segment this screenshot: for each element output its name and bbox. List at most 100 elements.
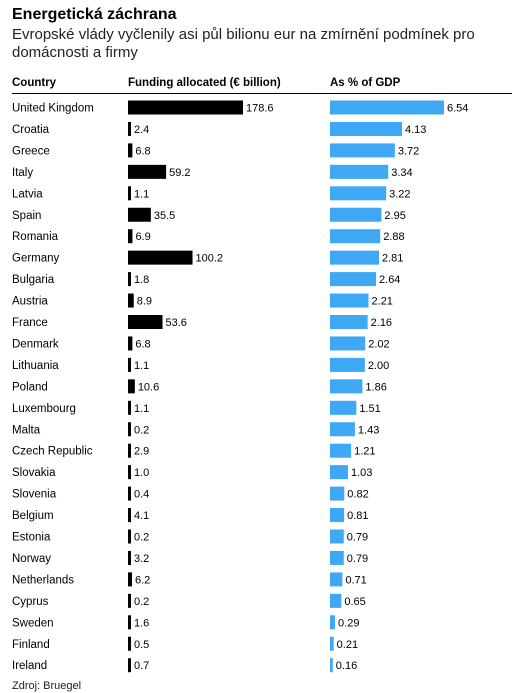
funding-value-label: 10.6 [138,381,159,393]
gdp-bar [330,272,377,287]
country-label: Bulgaria [12,274,55,286]
funding-bar [128,593,131,608]
funding-value-label: 8.9 [137,296,152,308]
funding-value-label: 1.1 [134,403,149,415]
gdp-bar [330,572,343,587]
gdp-bar [330,443,352,458]
country-label: Denmark [12,338,59,350]
country-label: United Kingdom [12,103,94,115]
gdp-value-label: 0.16 [336,660,357,672]
chart-subtitle: Evropské vlády vyčlenily asi půl bilionu… [12,26,475,61]
funding-value-label: 59.2 [169,167,190,179]
country-label: Italy [12,167,33,179]
column-header-gdp: As % of GDP [330,77,401,89]
gdp-value-label: 2.95 [384,210,405,222]
column-header-funding: Funding allocated (€ billion) [128,77,281,89]
gdp-value-label: 2.21 [372,296,393,308]
gdp-bar [330,422,355,437]
gdp-bar [330,164,389,179]
gdp-value-label: 1.86 [365,381,386,393]
funding-bar [128,250,193,265]
gdp-value-label: 1.43 [358,424,379,436]
country-label: Cyprus [12,596,49,608]
country-label: Lithuania [12,360,59,372]
funding-value-label: 0.4 [134,489,149,501]
funding-bar [128,357,131,372]
country-label: Finland [12,639,50,651]
funding-bar [128,529,131,544]
funding-bar [128,229,133,244]
country-label: Luxembourg [12,403,76,415]
country-label: Romania [12,231,59,243]
gdp-bar [330,615,336,630]
funding-value-label: 6.8 [135,338,150,350]
gdp-value-label: 0.79 [347,532,368,544]
gdp-bar [330,465,348,480]
gdp-bar [330,250,379,265]
funding-value-label: 1.8 [134,274,149,286]
gdp-value-label: 4.13 [405,124,426,136]
country-label: Croatia [12,124,50,136]
funding-value-label: 0.2 [134,596,149,608]
gdp-bar [330,529,344,544]
gdp-value-label: 2.02 [368,338,389,350]
funding-bar [128,422,131,437]
funding-bar [128,615,131,630]
funding-value-label: 1.6 [134,617,149,629]
funding-value-label: 0.5 [134,639,149,651]
funding-bar [128,186,131,201]
funding-value-label: 0.7 [134,660,149,672]
gdp-bar [330,336,366,351]
funding-value-label: 1.1 [134,188,149,200]
country-label: Austria [12,296,48,308]
funding-bar [128,293,134,308]
gdp-bar [330,357,365,372]
funding-bar [128,272,131,287]
funding-value-label: 0.2 [134,532,149,544]
gdp-bar [330,593,342,608]
gdp-bar [330,550,344,565]
funding-value-label: 6.8 [135,145,150,157]
gdp-value-label: 3.72 [398,145,419,157]
funding-value-label: 3.2 [134,553,149,565]
funding-value-label: 35.5 [154,210,175,222]
chart-title: Energetická záchrana [12,6,177,23]
funding-bar [128,658,131,673]
gdp-bar [330,229,381,244]
country-label: France [12,317,48,329]
gdp-bar [330,293,369,308]
header-rule [12,93,512,94]
funding-bar [128,379,135,394]
country-label: Czech Republic [12,446,93,458]
country-label: Malta [12,424,41,436]
gdp-bar [330,100,444,115]
gdp-value-label: 0.21 [337,639,358,651]
funding-bar [128,207,151,222]
country-label: Ireland [12,660,47,672]
country-label: Poland [12,381,48,393]
funding-bar [128,143,133,158]
country-label: Netherlands [12,574,74,586]
gdp-bar [330,186,387,201]
country-label: Germany [12,253,60,265]
gdp-bar [330,508,345,523]
gdp-value-label: 3.22 [389,188,410,200]
gdp-bar [330,315,368,329]
gdp-bar [330,143,395,158]
gdp-value-label: 1.51 [359,403,380,415]
funding-bar [128,100,243,115]
gdp-value-label: 0.65 [344,596,365,608]
gdp-bar [330,486,345,501]
gdp-bar [330,658,333,673]
funding-value-label: 4.1 [134,510,149,522]
country-label: Spain [12,210,41,222]
funding-value-label: 6.9 [135,231,150,243]
gdp-value-label: 0.82 [347,489,368,501]
country-label: Latvia [12,188,43,200]
funding-bar [128,572,132,587]
funding-value-label: 2.9 [134,446,149,458]
funding-value-label: 178.6 [246,103,274,115]
gdp-value-label: 0.79 [347,553,368,565]
country-label: Slovenia [12,489,57,501]
funding-bar [128,315,163,329]
